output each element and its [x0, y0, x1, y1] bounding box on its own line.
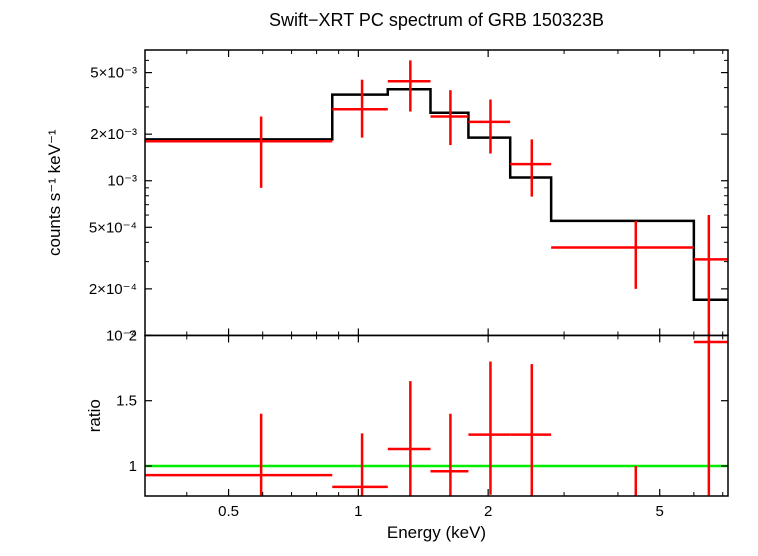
y-top-axis-label: counts s⁻¹ keV⁻¹ [45, 129, 64, 256]
x-tick-label: 5 [656, 503, 664, 520]
y-top-tick-label: 10⁻³ [107, 173, 137, 190]
y-bot-axis-label: ratio [85, 399, 104, 432]
top-frame [145, 50, 728, 335]
model-step [145, 89, 728, 299]
chart-container: Swift−XRT PC spectrum of GRB 150323B 0.5 1… [0, 0, 758, 556]
x-tick-label: 1 [354, 503, 362, 520]
y-top-tick-label: 5×10⁻³ [90, 65, 137, 82]
y-top-tick-label: 5×10⁻⁴ [89, 219, 137, 236]
y-top-tick-label: 2×10⁻⁴ [89, 281, 137, 298]
x-tick-label: 2 [484, 503, 492, 520]
y-top-tick-label: 2×10⁻³ [90, 126, 137, 143]
y-bot-tick-label: 1 [129, 458, 137, 475]
y-bot-tick-label: 2 [129, 327, 137, 344]
chart-svg: Swift−XRT PC spectrum of GRB 150323B 0.5 1… [0, 0, 758, 556]
chart-title: Swift−XRT PC spectrum of GRB 150323B [269, 10, 604, 30]
y-bot-tick-label: 1.5 [116, 393, 137, 410]
x-axis-label: Energy (keV) [387, 523, 486, 542]
x-tick-label: 0.5 [218, 503, 239, 520]
